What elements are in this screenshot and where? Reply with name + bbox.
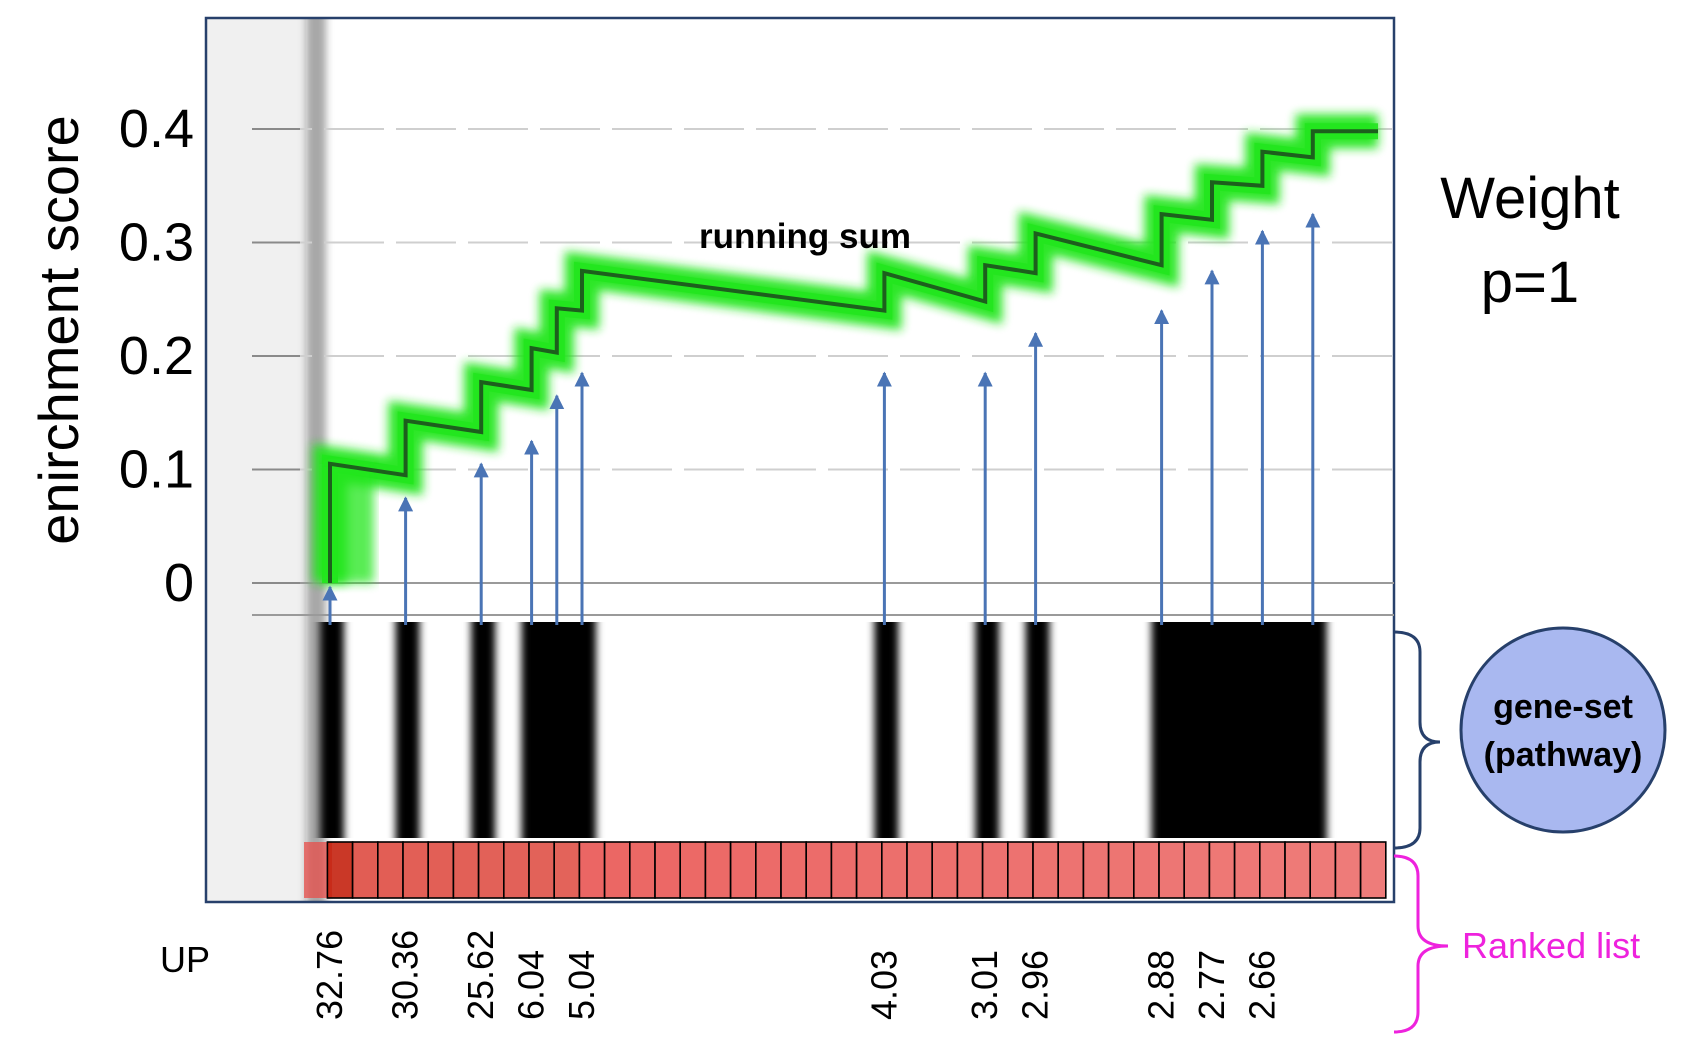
hit-value-label: 2.96 — [1015, 950, 1056, 1020]
gene-set-circle — [1459, 626, 1667, 834]
ranked-box — [578, 841, 606, 899]
ranked-box — [402, 841, 430, 899]
ranked-box — [603, 841, 631, 899]
ranked-box — [326, 841, 354, 899]
ranked-box — [427, 841, 455, 899]
weight-p-label: p=1 — [1481, 250, 1579, 315]
y-tick-label: 0.3 — [119, 213, 194, 273]
y-tick-label: 0.1 — [119, 440, 194, 500]
ranked-list-boxes — [304, 841, 1387, 899]
hit-arrows — [322, 212, 1321, 625]
ranked-box — [1032, 841, 1060, 899]
ranked-box — [351, 841, 379, 899]
start-glow — [324, 463, 374, 583]
running-sum-label: running sum — [699, 217, 911, 256]
y-tick-label: 0.4 — [119, 99, 194, 159]
hit-bar — [874, 622, 899, 838]
ranked-box — [780, 841, 808, 899]
ranked-list-bracket — [1393, 854, 1449, 1034]
ranked-box — [528, 841, 556, 899]
ranked-box — [931, 841, 959, 899]
ranked-list-label: Ranked list — [1462, 925, 1640, 966]
gray-band — [206, 18, 306, 902]
ranked-box — [906, 841, 934, 899]
ranked-box — [830, 841, 858, 899]
ranked-box — [1359, 841, 1387, 899]
hit-value-label: 3.01 — [964, 950, 1005, 1020]
gene-set-label: gene-set — [1493, 688, 1633, 726]
hit-value-label: 6.04 — [511, 950, 552, 1020]
ranked-box — [855, 841, 883, 899]
ranked-box — [628, 841, 656, 899]
hit-value-label: 32.76 — [309, 930, 350, 1020]
hit-value-label: 2.88 — [1141, 950, 1182, 1020]
hit-value-label: 30.36 — [385, 930, 426, 1020]
hit-value-labels: 32.76 30.36 25.62 6.04 5.04 4.03 3.01 2.96 2.88 2… — [309, 930, 1282, 1020]
hit-bar — [975, 622, 1000, 838]
hit-bar — [320, 622, 344, 838]
y-axis-label: enirchment score — [27, 115, 90, 545]
ranked-box — [1133, 841, 1160, 899]
ranked-box — [502, 841, 530, 899]
pathway-label: (pathway) — [1484, 736, 1643, 774]
hit-bar — [521, 622, 596, 838]
ranked-box — [729, 841, 757, 899]
ranked-box — [1057, 841, 1085, 899]
y-tick-label: 0 — [164, 553, 194, 613]
gene-set-bracket — [1393, 630, 1441, 850]
ranked-box — [754, 841, 782, 899]
ranked-box — [1082, 841, 1110, 899]
ranked-box — [1233, 841, 1261, 899]
running-sum-path — [328, 129, 1378, 583]
hit-value-label: 25.62 — [460, 930, 501, 1020]
ranked-box — [1208, 841, 1236, 899]
ranked-box — [477, 841, 505, 899]
ranked-box — [1284, 841, 1312, 899]
hit-value-label: 2.66 — [1241, 950, 1282, 1020]
ranked-box — [553, 841, 581, 899]
ranked-box — [1259, 841, 1286, 899]
y-axis-ticks: 0 0.1 0.2 0.3 0.4 — [119, 99, 194, 613]
ranked-box — [805, 841, 833, 899]
running-sum-line — [328, 129, 1378, 583]
ranked-box — [981, 841, 1009, 899]
ranked-box — [452, 841, 480, 899]
hit-bar — [471, 622, 496, 838]
hit-value-label: 2.77 — [1191, 950, 1232, 1020]
running-sum-glow-path — [313, 114, 1378, 583]
hit-value-label: 5.04 — [561, 950, 602, 1020]
ranked-box — [1006, 841, 1034, 899]
y-tick-label: 0.2 — [119, 326, 194, 386]
ranked-box — [654, 841, 682, 899]
ranked-box — [376, 841, 404, 899]
ranked-box — [956, 841, 984, 899]
hit-bar — [1025, 622, 1050, 838]
ranked-box — [1183, 841, 1211, 899]
ranked-box — [1107, 841, 1135, 899]
gene-set-hit-bars — [320, 622, 1327, 838]
ranked-box — [1334, 841, 1362, 899]
ranked-box — [704, 841, 732, 899]
ranked-box — [880, 841, 908, 899]
gridlines — [252, 128, 1394, 616]
ranked-box — [679, 841, 707, 899]
plot-frame — [204, 16, 1396, 904]
ranked-box — [1309, 841, 1337, 899]
hit-bar — [395, 622, 420, 838]
hit-bar — [1151, 622, 1327, 838]
weight-label: Weight — [1440, 166, 1619, 231]
hit-value-label: 4.03 — [863, 950, 904, 1020]
up-label: UP — [160, 939, 210, 980]
ranked-box — [1158, 841, 1186, 899]
